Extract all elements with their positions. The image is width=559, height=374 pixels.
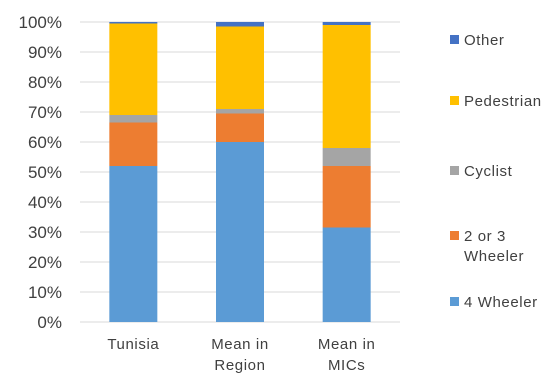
bar-segment [322,148,371,166]
legend-swatch [450,166,459,175]
bar-segment [109,122,158,166]
bar-segment [109,23,158,115]
bar-segment [216,109,264,114]
bar-segment [216,142,264,322]
legend-swatch [450,297,459,306]
y-tick-label: 30% [28,223,62,242]
bar-segment [109,115,158,123]
legend-swatch [450,35,459,44]
bar-segment [322,25,371,148]
y-tick-label: 70% [28,103,62,122]
legend-label: 4 Wheeler [464,294,538,311]
y-tick-label: 60% [28,133,62,152]
y-tick-label: 40% [28,193,62,212]
y-tick-label: 10% [28,283,62,302]
legend-swatch [450,96,459,105]
x-tick-label: Mean in Region [211,336,269,374]
y-tick-label: 20% [28,253,62,272]
bar-segment [216,22,264,27]
x-tick-label: Mean in MICs [318,336,376,374]
bar-segment [109,166,158,322]
y-tick-label: 100% [19,13,62,32]
bar-segment [322,166,371,228]
bar-segment [216,26,264,109]
legend-label: Pedestrian [464,93,542,110]
bar-segment [322,227,371,322]
legend-label: 2 or 3 Wheeler [464,228,524,265]
bar-segment [216,113,264,142]
y-tick-label: 80% [28,73,62,92]
bar-segment [322,22,371,25]
legend-swatch [450,231,459,240]
x-tick-label: Tunisia [107,336,159,353]
legend-label: Other [464,32,505,49]
y-tick-label: 90% [28,43,62,62]
bar-segment [109,22,158,24]
y-tick-label: 0% [37,313,62,332]
legend-label: Cyclist [464,163,513,180]
y-tick-label: 50% [28,163,62,182]
